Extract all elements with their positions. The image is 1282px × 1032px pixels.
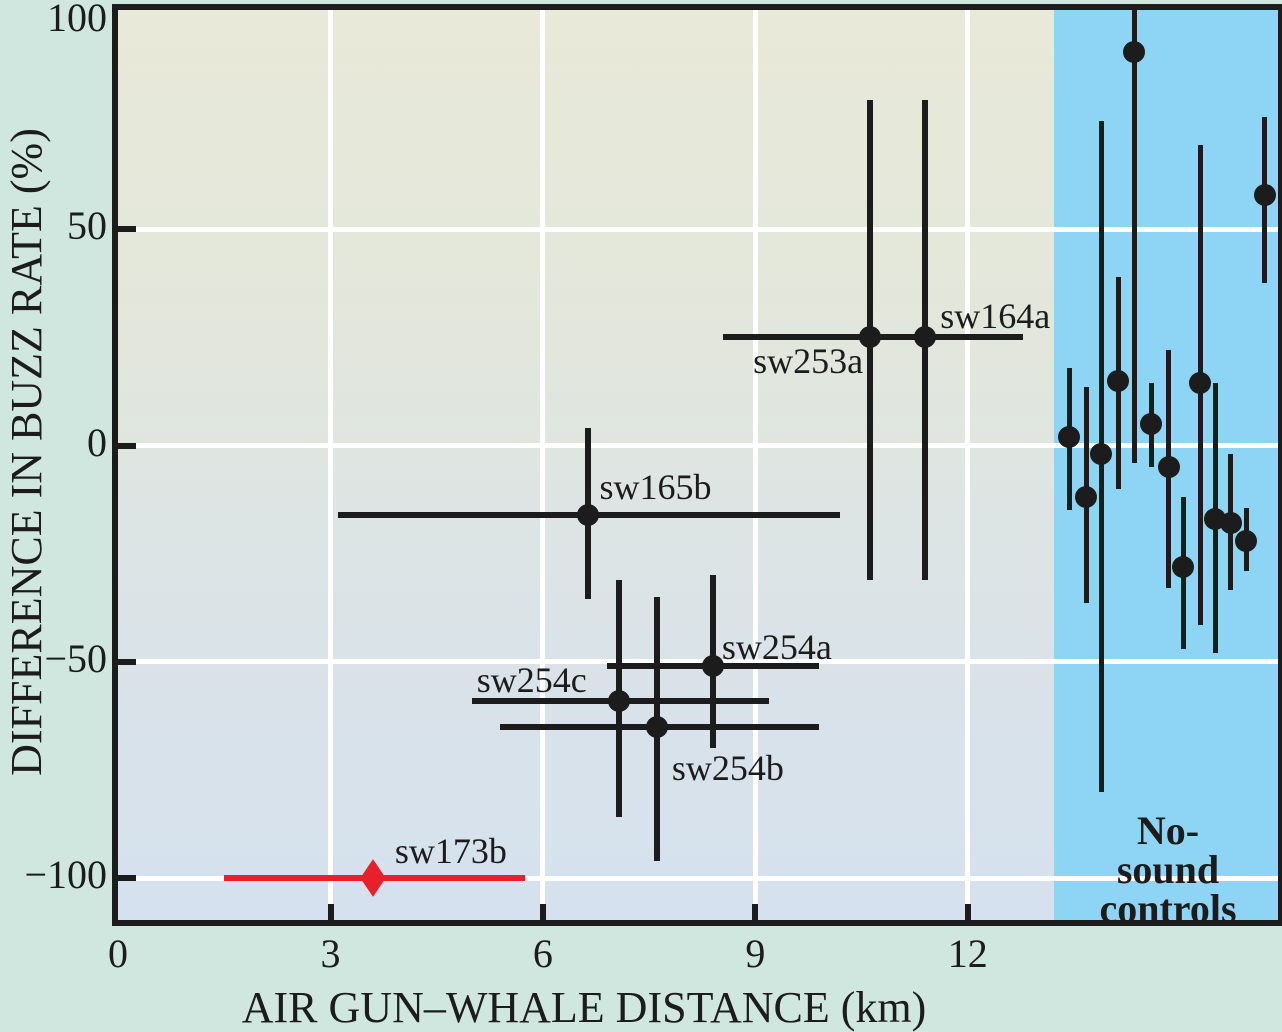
x-axis-title: AIR GUN–WHALE DISTANCE (km) <box>241 983 927 1032</box>
v-gridline <box>965 10 971 920</box>
y-tick <box>118 875 136 881</box>
x-tick-label: 9 <box>745 931 766 976</box>
y-tick-label: 0 <box>87 419 107 465</box>
data-point-sw165b <box>576 503 599 526</box>
point-label-sw173b: sw173b <box>394 831 507 871</box>
point-label-sw165b: sw165b <box>599 466 712 507</box>
x-tick <box>327 904 334 920</box>
y-tick-label: −100 <box>24 852 107 897</box>
y-tick-label: 50 <box>67 203 107 249</box>
data-point-sw254c <box>607 689 630 712</box>
control-point <box>1219 512 1242 535</box>
y-tick <box>118 442 136 449</box>
control-point <box>1157 456 1180 479</box>
control-point <box>1107 369 1129 392</box>
control-error-bar <box>1131 10 1137 463</box>
data-point-sw254b <box>645 715 668 738</box>
h-gridline <box>118 443 1278 448</box>
x-tick-label: 6 <box>532 931 553 976</box>
control-point <box>1090 443 1112 466</box>
y-tick <box>118 226 136 233</box>
x-tick <box>964 904 971 920</box>
y-tick <box>118 658 136 665</box>
y-tick-label: 100 <box>47 0 107 40</box>
y-tick-label: −50 <box>44 635 107 681</box>
x-tick-label: 3 <box>320 931 341 976</box>
x-tick <box>752 904 759 920</box>
control-point <box>1235 529 1258 552</box>
plot-area: sw173b sw165b sw254c sw254b sw254a sw253a sw16… <box>118 10 1278 920</box>
point-label-sw253a: sw253a <box>753 341 864 382</box>
data-point-sw173b <box>360 859 386 897</box>
x-tick-label: 12 <box>947 931 988 976</box>
control-point <box>1189 371 1212 394</box>
point-label-sw254a: sw254a <box>721 627 832 668</box>
point-label-sw254b: sw254b <box>671 747 784 788</box>
no-sound-label-line1: No-sound <box>1116 808 1220 892</box>
h-gridline <box>118 875 1278 881</box>
point-label-sw164a: sw164a <box>940 296 1051 337</box>
control-point <box>1075 486 1098 509</box>
control-point <box>1253 183 1276 206</box>
h-gridline <box>118 226 1278 232</box>
x-tick-label: 0 <box>108 931 128 976</box>
v-gridline <box>540 10 546 920</box>
h-gridline <box>118 659 1278 665</box>
control-point <box>1058 425 1081 448</box>
no-sound-label-line2: controls <box>1099 886 1237 931</box>
no-sound-controls-label: No-sound controls <box>1099 808 1237 931</box>
control-point <box>1140 412 1163 435</box>
control-point <box>1172 555 1195 578</box>
point-label-sw254c: sw254c <box>476 659 587 700</box>
x-error-bar-sw164a <box>797 334 1024 341</box>
control-point <box>1123 41 1146 63</box>
v-gridline <box>752 10 758 920</box>
data-point-sw164a <box>914 326 937 349</box>
v-gridline <box>328 10 333 920</box>
data-point-sw254a <box>701 655 724 678</box>
x-tick <box>539 904 546 920</box>
